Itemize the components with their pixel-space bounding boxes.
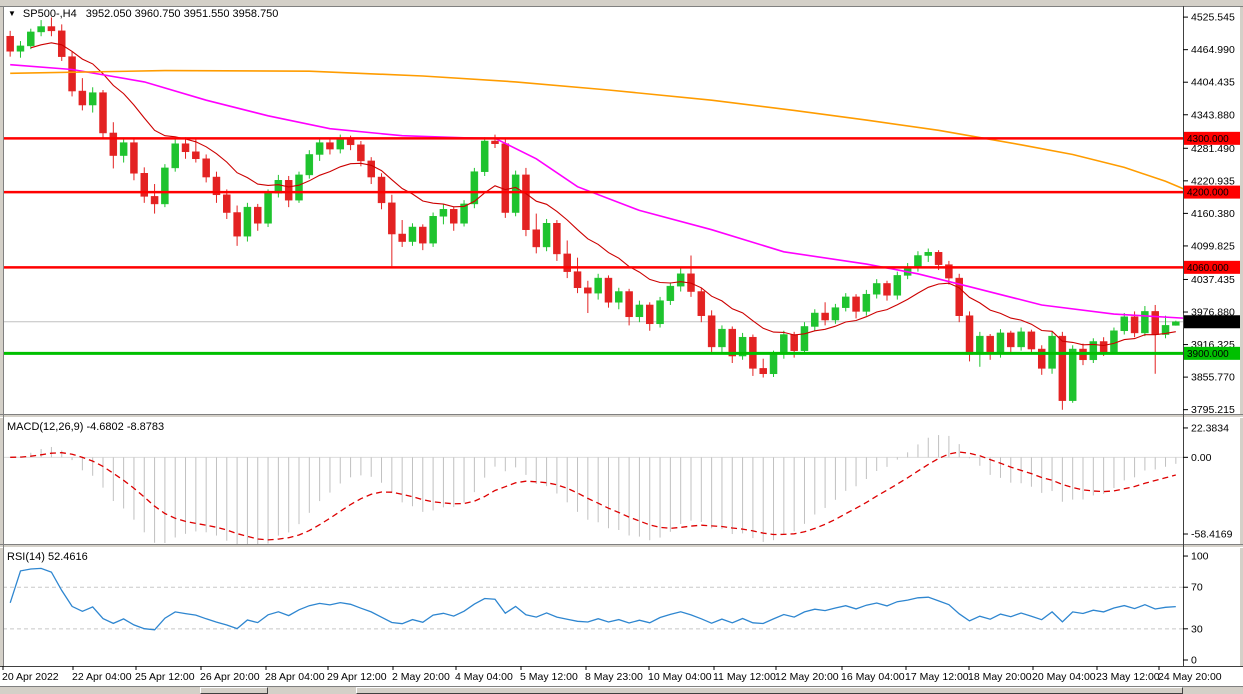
svg-text:3855.770: 3855.770 [1191,372,1235,384]
time-axis-background [0,666,1243,686]
horizontal-scrollbar[interactable] [0,686,1243,694]
svg-text:29 Apr 12:00: 29 Apr 12:00 [327,671,387,683]
rsi-panel[interactable] [3,567,1183,631]
symbol-dropdown-icon[interactable]: ▼ [8,9,16,18]
chart-title-ohlc: 3952.050 3960.750 3951.550 3958.750 [85,8,279,20]
rsi-axis[interactable]: 100 70 30 0 [1183,551,1209,667]
svg-text:4464.990: 4464.990 [1191,44,1235,56]
level-badge-4060.000: 4060.000 [1184,260,1240,274]
macd-signal-line [10,451,1176,541]
rsi-line [9,567,1176,631]
svg-text:4281.490: 4281.490 [1191,143,1235,155]
svg-text:3795.215: 3795.215 [1191,404,1235,416]
medium-magenta-ma [10,63,1183,319]
svg-text:30: 30 [1191,623,1203,635]
current-price-badge: 3958.750 [1184,315,1240,329]
svg-text:0: 0 [1191,655,1197,667]
scrollbar-segment[interactable] [200,687,268,694]
svg-text:4037.435: 4037.435 [1191,274,1235,286]
svg-text:25 Apr 12:00: 25 Apr 12:00 [135,671,195,683]
chart-title-symbol: SP500-,H4 [22,8,77,20]
candlestick-series [6,17,1180,410]
svg-text:11 May 12:00: 11 May 12:00 [713,671,776,683]
svg-text:16 May 04:00: 16 May 04:00 [841,671,905,683]
svg-text:12 May 20:00: 12 May 20:00 [775,671,839,683]
svg-text:4160.380: 4160.380 [1191,208,1235,220]
slow-orange-ma [10,69,1183,190]
price-panel[interactable] [3,17,1197,410]
rsi-indicator-label: RSI(14) 52.4616 [7,551,88,563]
svg-text:20 May 04:00: 20 May 04:00 [1032,671,1096,683]
svg-text:10 May 04:00: 10 May 04:00 [648,671,712,683]
price-axis[interactable]: 4525.545 4464.990 4404.435 4343.880 4281.490… [1183,12,1240,417]
svg-text:8 May 23:00: 8 May 23:00 [585,671,643,683]
svg-text:100: 100 [1191,551,1209,563]
panel-separator[interactable] [0,544,1243,548]
svg-text:4220.935: 4220.935 [1191,175,1235,187]
svg-text:4200.000: 4200.000 [1187,188,1229,199]
svg-text:4404.435: 4404.435 [1191,77,1235,89]
svg-text:4060.000: 4060.000 [1187,263,1229,274]
svg-text:3958.750: 3958.750 [1187,317,1229,328]
svg-text:22.3834: 22.3834 [1191,422,1229,434]
svg-text:0.00: 0.00 [1191,452,1212,464]
svg-text:17 May 12:00: 17 May 12:00 [905,671,969,683]
svg-text:4 May 04:00: 4 May 04:00 [455,671,513,683]
level-badge-4300.000: 4300.000 [1184,131,1240,145]
macd-indicator-label: MACD(12,26,9) -4.6802 -8.8783 [7,421,165,433]
macd-panel[interactable] [3,435,1183,549]
svg-text:24 May 20:00: 24 May 20:00 [1158,671,1222,683]
svg-text:18 May 20:00: 18 May 20:00 [968,671,1032,683]
level-badge-3900.000: 3900.000 [1184,346,1240,360]
svg-text:4343.880: 4343.880 [1191,109,1235,121]
panel-separator[interactable] [0,414,1243,418]
svg-text:70: 70 [1191,582,1203,594]
svg-text:-58.4169: -58.4169 [1191,529,1233,541]
svg-text:2 May 20:00: 2 May 20:00 [392,671,450,683]
svg-text:4300.000: 4300.000 [1187,134,1229,145]
scrollbar-thumb[interactable] [356,687,1183,694]
level-badge-4200.000: 4200.000 [1184,185,1240,199]
macd-histogram [19,435,1177,544]
svg-text:20 Apr 2022: 20 Apr 2022 [2,671,59,683]
svg-text:23 May 12:00: 23 May 12:00 [1096,671,1160,683]
svg-text:4525.545: 4525.545 [1191,12,1235,24]
chart-title: ▼ SP500-,H4 3952.050 3960.750 3951.550 395… [8,8,278,20]
svg-text:3900.000: 3900.000 [1187,349,1229,360]
time-axis[interactable]: 20 Apr 2022 22 Apr 04:00 25 Apr 12:00 26 Ap… [2,666,1222,683]
svg-text:22 Apr 04:00: 22 Apr 04:00 [72,671,132,683]
svg-text:5 May 12:00: 5 May 12:00 [520,671,578,683]
svg-text:26 Apr 20:00: 26 Apr 20:00 [200,671,260,683]
macd-axis[interactable]: 22.3834 0.00 -58.4169 [1183,422,1233,541]
svg-text:28 Apr 04:00: 28 Apr 04:00 [265,671,325,683]
fast-red-ma [30,42,1176,347]
svg-text:4099.825: 4099.825 [1191,240,1235,252]
